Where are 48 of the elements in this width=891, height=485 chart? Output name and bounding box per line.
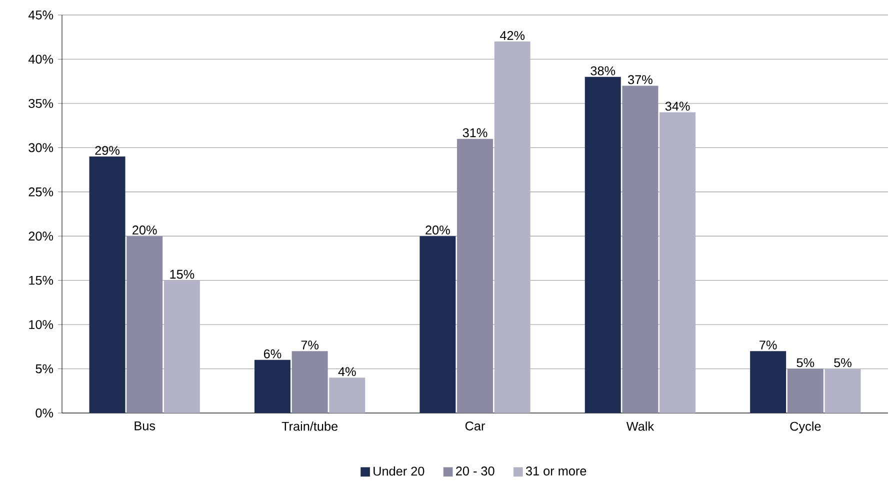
y-tick-label: 45% xyxy=(28,10,54,20)
bar xyxy=(584,76,621,413)
y-tick-label: 35% xyxy=(28,98,54,108)
bar xyxy=(126,236,163,413)
x-tick-label: Walk xyxy=(626,421,654,431)
data-label: 20% xyxy=(132,226,157,235)
legend-label: 31 or more xyxy=(526,466,586,476)
data-label: 38% xyxy=(590,66,616,76)
bar xyxy=(457,138,494,413)
bar xyxy=(660,112,696,413)
bar xyxy=(164,280,200,413)
y-tick-label: 25% xyxy=(28,187,54,196)
bar xyxy=(329,378,366,413)
data-label: 7% xyxy=(301,340,319,350)
data-label: 34% xyxy=(665,102,690,111)
data-label: 5% xyxy=(796,358,814,368)
y-tick-label: 10% xyxy=(29,320,54,330)
data-label: 29% xyxy=(95,146,120,155)
data-label: 15% xyxy=(170,270,194,279)
data-label: 7% xyxy=(760,340,777,350)
y-tick-label: 0% xyxy=(36,408,54,418)
y-tick-label: 15% xyxy=(29,276,54,285)
bar xyxy=(420,236,456,413)
bar xyxy=(89,156,126,413)
legend-label: Under 20 xyxy=(374,466,424,476)
bar xyxy=(824,368,861,413)
x-tick-label: Train/tube xyxy=(282,421,338,431)
y-tick-label: 40% xyxy=(28,54,54,64)
bar xyxy=(622,86,658,413)
data-label: 20% xyxy=(426,226,450,235)
data-label: 5% xyxy=(834,358,852,368)
bar xyxy=(494,42,530,413)
y-tick-label: 30% xyxy=(28,143,54,152)
x-tick-label: Bus xyxy=(134,421,156,430)
y-tick-label: 20% xyxy=(28,232,54,241)
data-label: 42% xyxy=(500,31,525,40)
data-label: 6% xyxy=(264,349,282,358)
x-tick-label: Cycle xyxy=(790,421,821,434)
data-label: 31% xyxy=(462,128,488,138)
data-label: 4% xyxy=(338,367,356,376)
bar xyxy=(787,368,824,413)
bar xyxy=(292,351,328,413)
x-tick-label: Car xyxy=(465,421,486,430)
data-label: 37% xyxy=(628,75,652,84)
legend-label: 20 - 30 xyxy=(456,466,494,476)
y-tick-label: 5% xyxy=(36,364,54,374)
bar xyxy=(750,351,786,413)
bar xyxy=(254,360,290,413)
